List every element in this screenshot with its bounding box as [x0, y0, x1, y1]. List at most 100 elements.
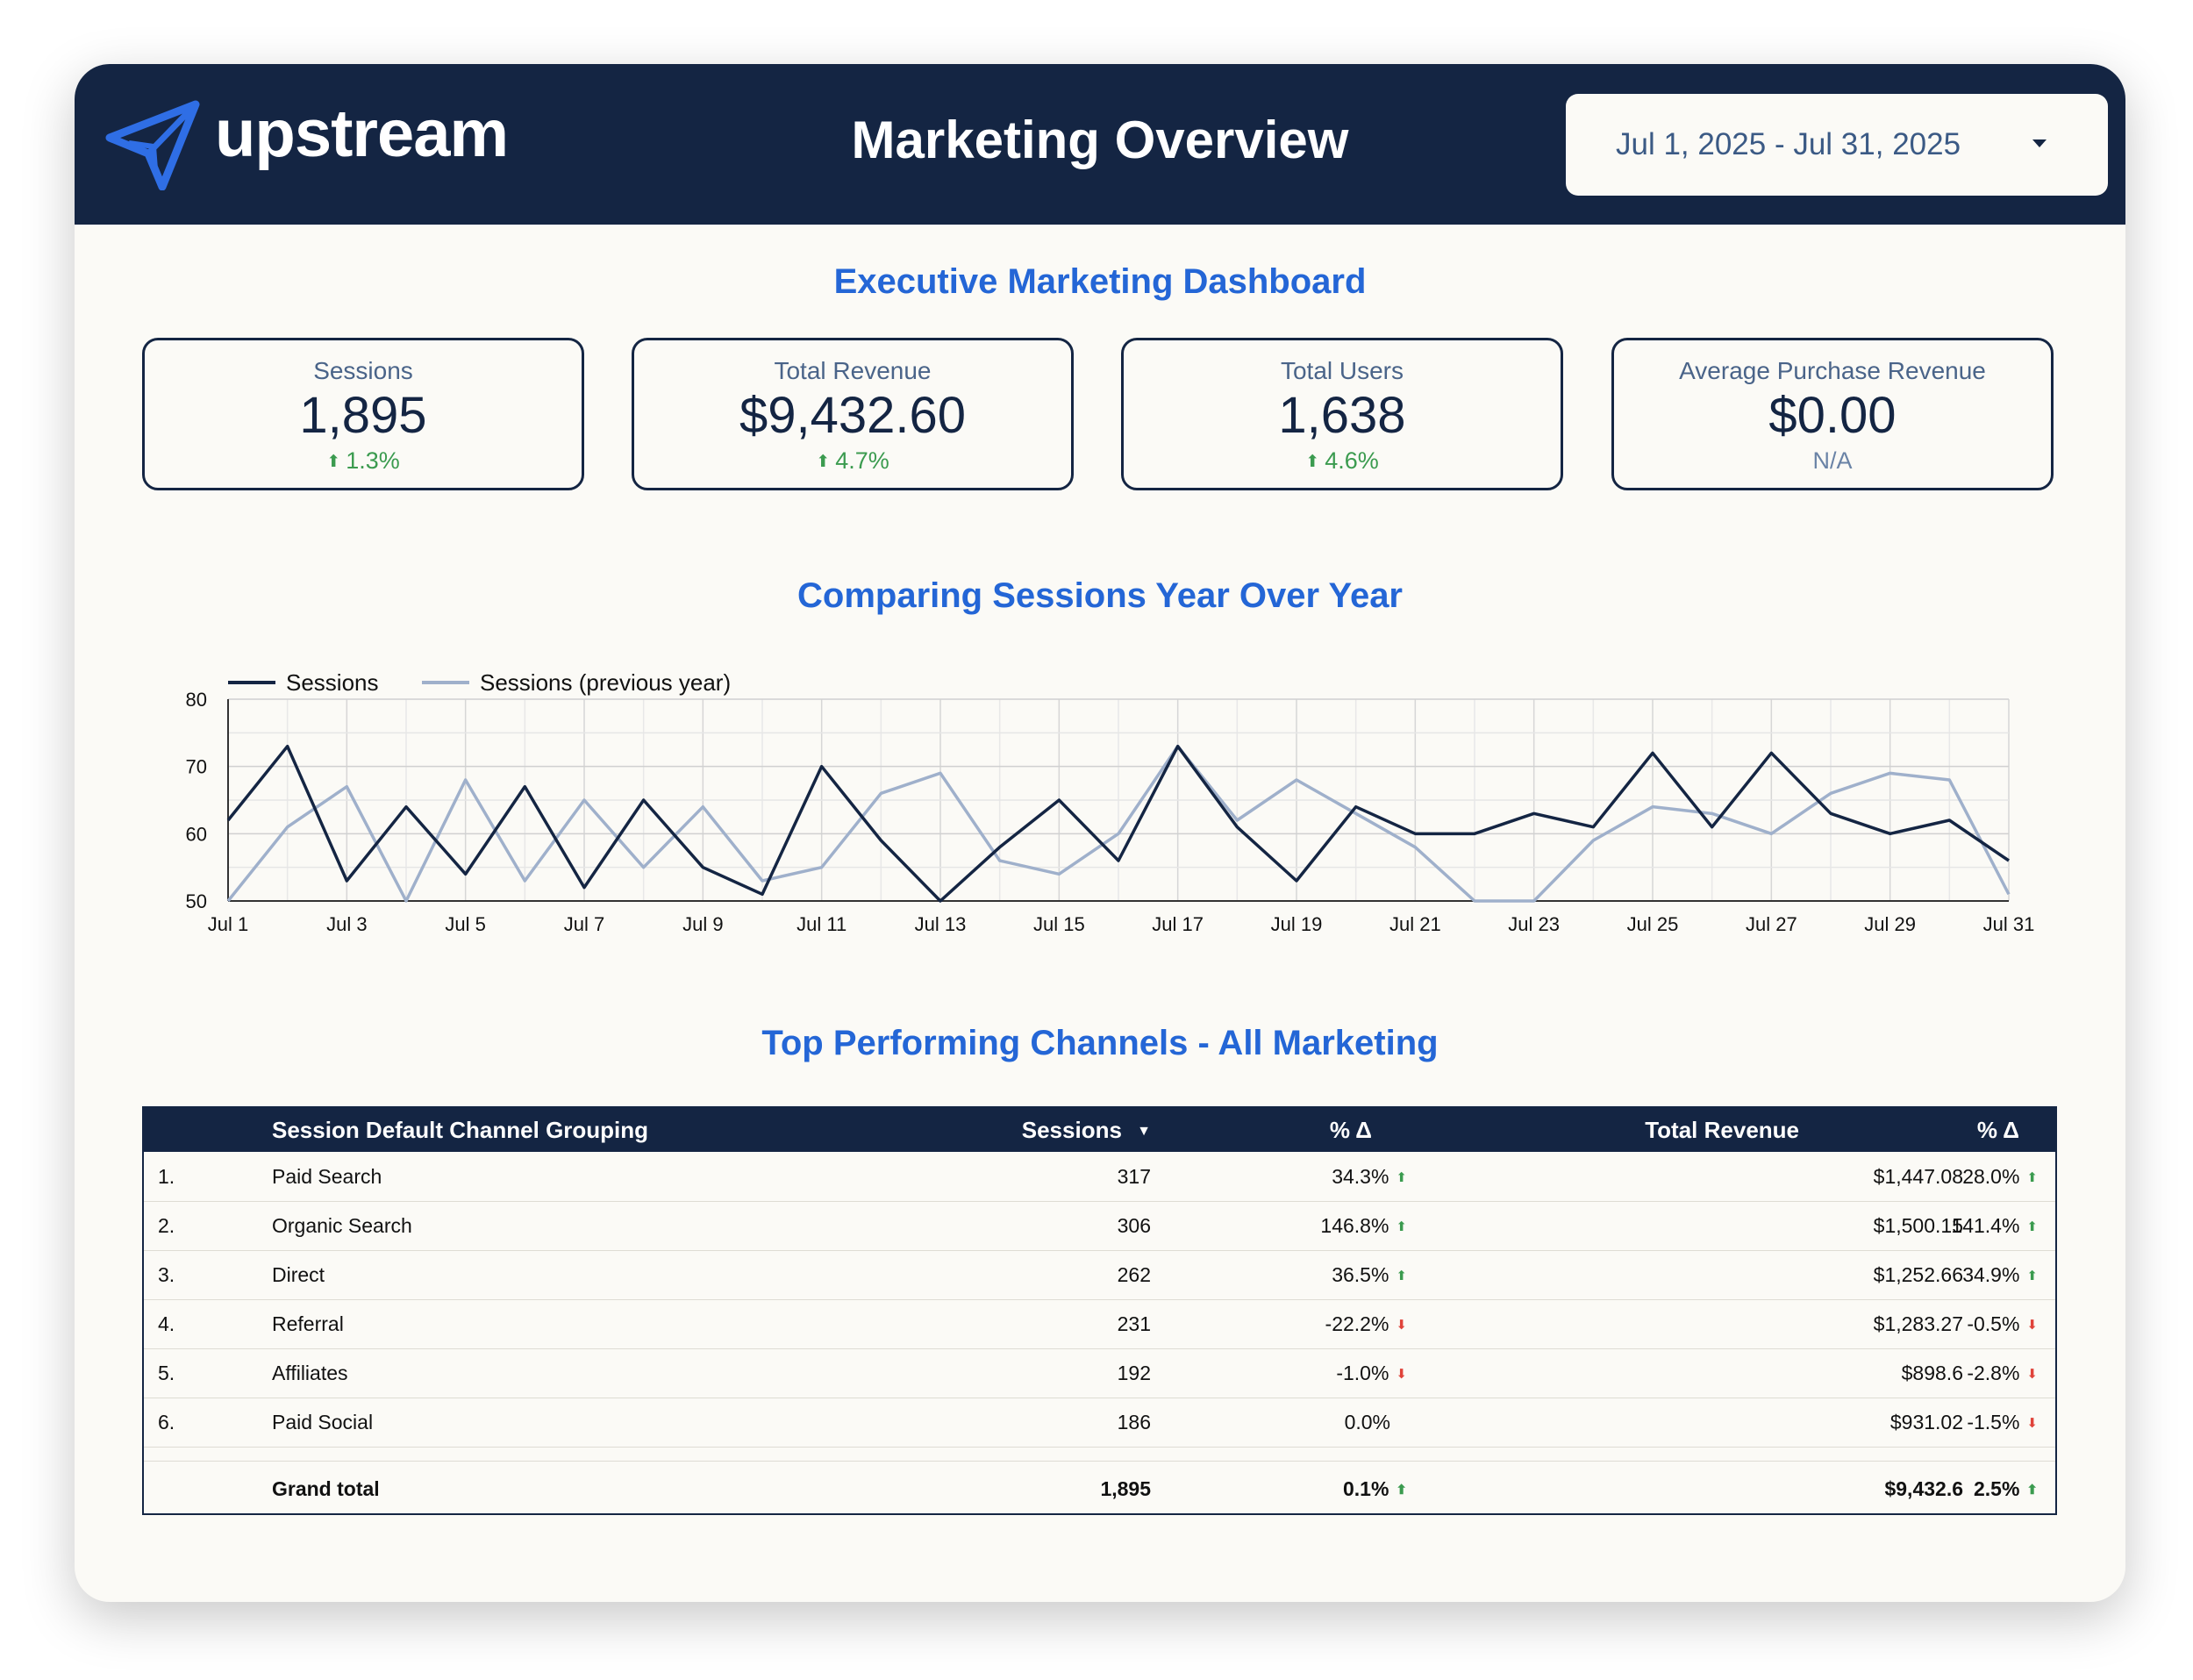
kpi-value: 1,895: [299, 387, 427, 444]
channels-table: Session Default Channel Grouping Session…: [142, 1106, 2057, 1515]
row-revenue-delta-value: -2.8%: [1967, 1362, 2020, 1384]
row-revenue: $898.6: [1901, 1362, 1963, 1384]
x-tick-label: Jul 3: [326, 913, 367, 935]
grand-total-revenue: $9,432.6: [1884, 1477, 1963, 1500]
grand-total-row: Grand total 1,895 0.1% ⬆ $9,432.6 2.5% ⬆: [144, 1461, 2055, 1513]
row-rank: 6.: [158, 1411, 175, 1433]
kpi-card-sessions: Sessions 1,895 ⬆ 1.3%: [142, 338, 584, 490]
row-sessions: 231: [1117, 1312, 1151, 1335]
arrow-up-icon: ⬆: [326, 453, 341, 471]
table-row[interactable]: 5. Affiliates 192 -1.0% ⬇ $898.6 -2.8% ⬇: [144, 1348, 2055, 1398]
row-revenue-delta: 34.9% ⬆: [1828, 1250, 2038, 1301]
y-tick-label: 70: [186, 756, 207, 778]
row-revenue-delta: -2.8% ⬇: [1828, 1348, 2038, 1399]
dashboard-title: Executive Marketing Dashboard: [833, 262, 1367, 301]
x-tick-label: Jul 11: [796, 913, 846, 935]
row-channel: Paid Social: [272, 1411, 374, 1433]
arrow-up-icon: ⬆: [1396, 1269, 1407, 1283]
row-revenue-delta-value: -1.5%: [1967, 1411, 2020, 1433]
row-revenue-delta-value: -0.5%: [1967, 1312, 2020, 1335]
arrow-up-icon: ⬆: [1396, 1483, 1407, 1498]
column-header-sessions-label: Sessions: [1021, 1117, 1122, 1143]
table-row[interactable]: 4. Referral 231 -22.2% ⬇ $1,283.27 -0.5% ⬇: [144, 1299, 2055, 1349]
table-row[interactable]: 6. Paid Social 186 0.0% $931.02 -1.5% ⬇: [144, 1398, 2055, 1448]
sessions-line: [226, 744, 2010, 903]
kpi-delta: ⬆ 4.7%: [634, 447, 1071, 475]
table-header: Session Default Channel Grouping Session…: [144, 1108, 2055, 1152]
column-header-sessions-delta[interactable]: % Δ: [1329, 1117, 1372, 1143]
row-sessions-delta-value: 34.3%: [1332, 1165, 1389, 1188]
grand-total-sessions: 1,895: [1100, 1477, 1151, 1500]
table-title: Top Performing Channels - All Marketing: [761, 1024, 1439, 1062]
y-axis-ticks: 50 60 70 80: [186, 689, 207, 912]
legend-label: Sessions: [286, 669, 379, 696]
x-axis-ticks: Jul 1 Jul 3 Jul 5 Jul 7 Jul 9 Jul 11 Jul 13 Jul…: [208, 913, 2035, 935]
chart-legend: Sessions Sessions (previous year): [228, 669, 731, 696]
row-sessions: 317: [1117, 1165, 1151, 1188]
x-tick-label: Jul 1: [208, 913, 248, 935]
row-sessions: 262: [1117, 1263, 1151, 1286]
y-tick-label: 60: [186, 823, 207, 845]
arrow-down-icon: ⬇: [2026, 1367, 2038, 1382]
row-revenue: $1,447.08: [1873, 1165, 1963, 1188]
column-header-revenue-delta[interactable]: % Δ: [1976, 1117, 2019, 1143]
row-revenue-delta: 141.4% ⬆: [1828, 1201, 2038, 1252]
caret-down-icon[interactable]: [2032, 139, 2047, 147]
grand-total-sessions-delta: 0.1% ⬆: [1197, 1462, 1407, 1513]
column-header-sessions[interactable]: Sessions ▼: [916, 1108, 1151, 1154]
date-range-picker[interactable]: Jul 1, 2025 - Jul 31, 2025: [1566, 94, 2108, 196]
table-row[interactable]: 1. Paid Search 317 34.3% ⬆ $1,447.08 28.0% ⬆: [144, 1152, 2055, 1202]
row-channel: Direct: [272, 1263, 325, 1286]
arrow-up-icon: ⬆: [1305, 453, 1320, 471]
x-tick-label: Jul 15: [1033, 913, 1085, 935]
arrow-up-icon: ⬆: [1396, 1219, 1407, 1234]
arrow-down-icon: ⬇: [2026, 1318, 2038, 1333]
sort-desc-icon[interactable]: ▼: [1137, 1124, 1151, 1139]
y-tick-label: 80: [186, 689, 207, 711]
sessions-line-chart: Sessions Sessions (previous year) 50 60 70 8…: [186, 669, 2035, 935]
kpi-delta: ⬆ 1.3%: [145, 447, 582, 475]
row-rank: 2.: [158, 1214, 175, 1237]
kpi-delta: ⬆ 4.6%: [1124, 447, 1561, 475]
arrow-down-icon: ⬇: [2026, 1416, 2038, 1431]
row-sessions-delta-value: -1.0%: [1336, 1362, 1389, 1384]
arrow-up-icon: ⬆: [2026, 1170, 2038, 1185]
kpi-delta-value: N/A: [1812, 447, 1853, 474]
table-row[interactable]: 3. Direct 262 36.5% ⬆ $1,252.66 34.9% ⬆: [144, 1250, 2055, 1300]
chart-series: [226, 744, 2011, 903]
chart-gridlines: [227, 698, 2010, 902]
column-header-channel[interactable]: Session Default Channel Grouping: [272, 1117, 649, 1143]
arrow-up-icon: ⬆: [2026, 1483, 2038, 1498]
grand-total-revenue-delta: 2.5% ⬆: [1828, 1462, 2038, 1513]
row-sessions-delta-value: -22.2%: [1325, 1312, 1389, 1335]
row-channel: Referral: [272, 1312, 344, 1335]
grand-total-revenue-delta-value: 2.5%: [1973, 1477, 2020, 1500]
kpi-delta-value: 1.3%: [346, 447, 400, 474]
row-revenue-delta-value: 34.9%: [1962, 1263, 2020, 1286]
x-tick-label: Jul 19: [1271, 913, 1323, 935]
kpi-label: Sessions: [313, 357, 413, 384]
table-row[interactable]: 2. Organic Search 306 146.8% ⬆ $1,500.15 141.4…: [144, 1201, 2055, 1251]
row-sessions-delta-value: 36.5%: [1332, 1263, 1389, 1286]
row-revenue: $1,252.66: [1873, 1263, 1963, 1286]
kpi-label: Total Users: [1280, 357, 1404, 384]
grand-total-label: Grand total: [272, 1477, 380, 1500]
x-tick-label: Jul 25: [1627, 913, 1679, 935]
kpi-card-total-revenue: Total Revenue $9,432.60 ⬆ 4.7%: [632, 338, 1074, 490]
paper-plane-logo-icon: [105, 100, 200, 190]
kpi-label: Total Revenue: [774, 357, 932, 384]
page-title: Marketing Overview: [851, 111, 1349, 169]
arrow-up-icon: ⬆: [1396, 1170, 1407, 1185]
x-tick-label: Jul 27: [1746, 913, 1797, 935]
row-revenue-delta: -1.5% ⬇: [1828, 1398, 2038, 1448]
x-tick-label: Jul 5: [445, 913, 485, 935]
x-tick-label: Jul 7: [564, 913, 604, 935]
column-header-total-revenue[interactable]: Total Revenue: [1645, 1117, 1799, 1143]
sessions-previous-year-line: [226, 744, 2011, 903]
row-sessions-delta: 34.3% ⬆: [1197, 1152, 1407, 1203]
row-sessions-delta: -22.2% ⬇: [1197, 1299, 1407, 1350]
row-revenue: $1,283.27: [1873, 1312, 1963, 1335]
kpi-delta-value: 4.7%: [835, 447, 889, 474]
kpi-card-total-users: Total Users 1,638 ⬆ 4.6%: [1121, 338, 1563, 490]
x-tick-label: Jul 17: [1152, 913, 1204, 935]
